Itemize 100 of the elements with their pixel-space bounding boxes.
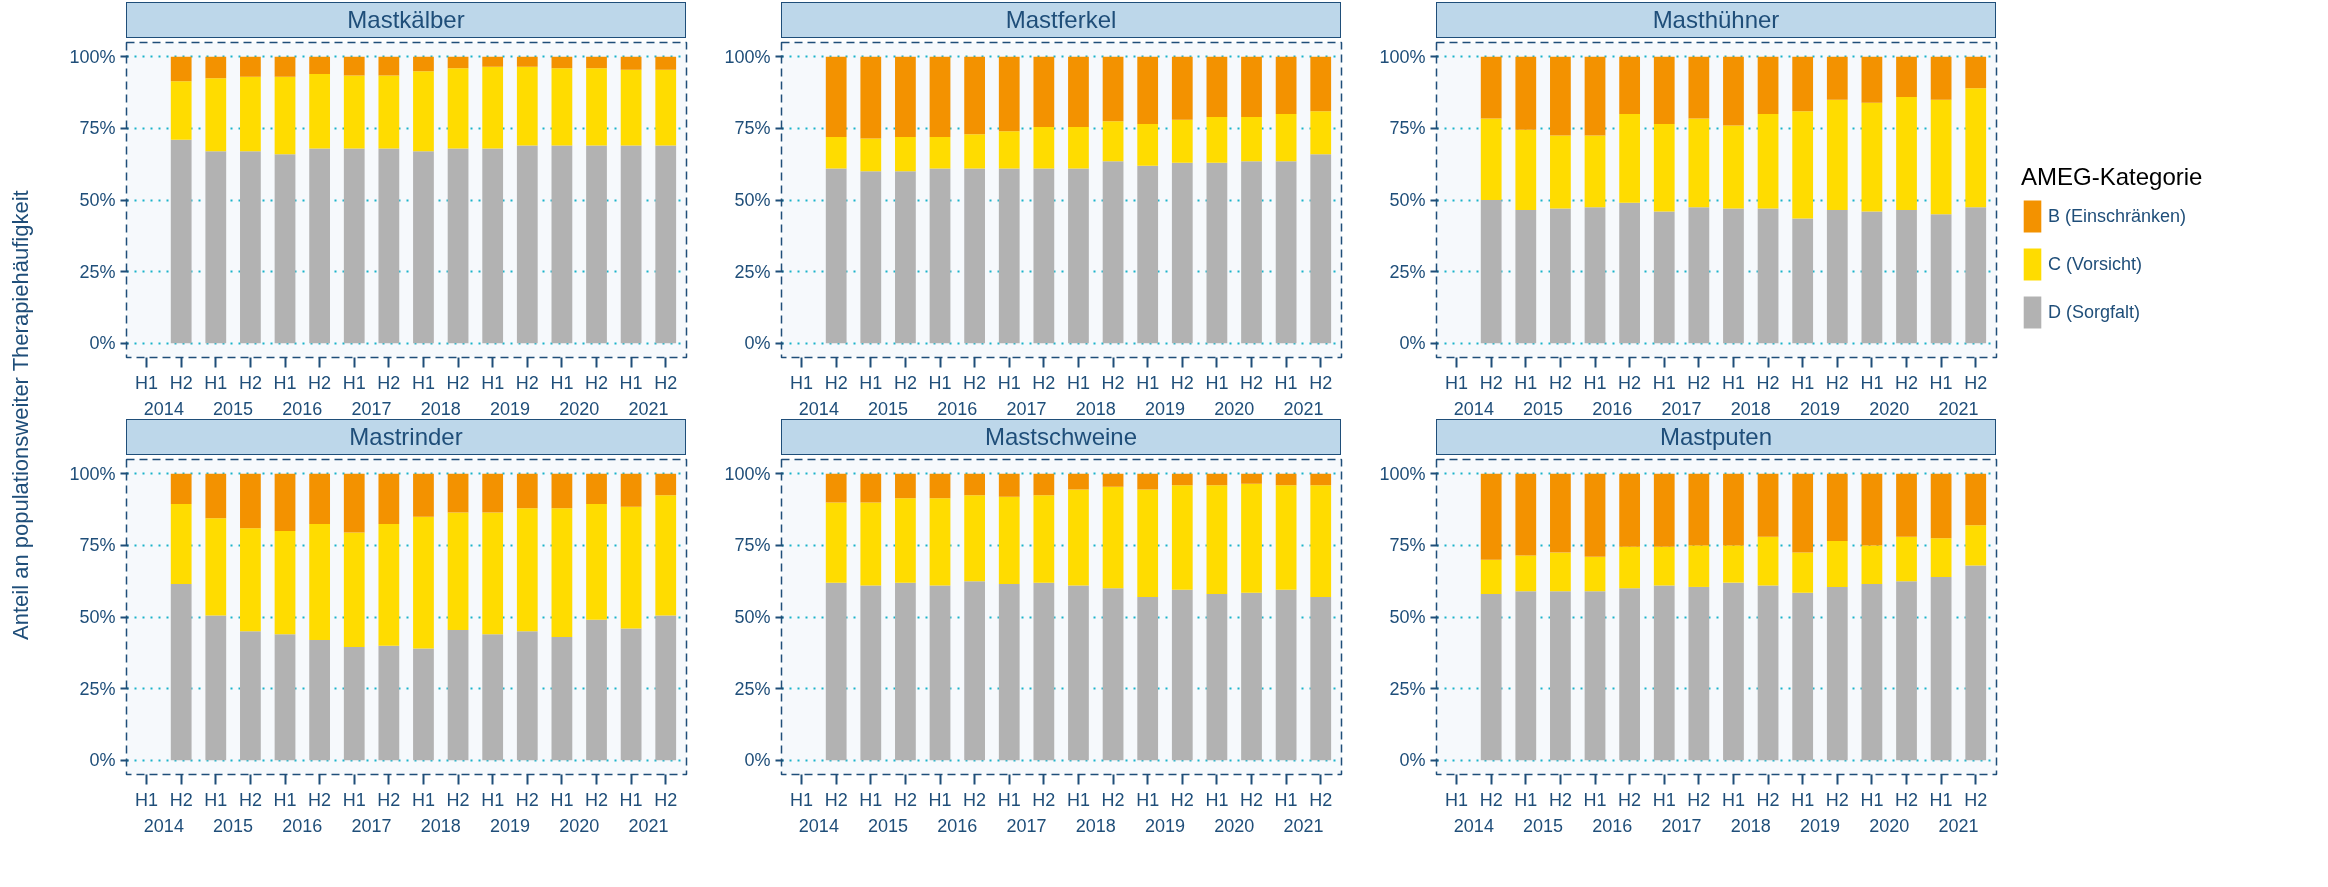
bar	[1102, 121, 1124, 162]
bar	[1515, 56, 1537, 130]
y-tick-label: 25%	[734, 261, 771, 282]
x-tick-label: H1	[481, 372, 505, 393]
bar	[620, 56, 642, 70]
bar	[1792, 473, 1814, 553]
bar	[895, 582, 916, 761]
bar	[1896, 96, 1917, 211]
bar	[1792, 552, 1814, 593]
text: 2021	[1938, 815, 1979, 836]
bar	[413, 151, 434, 344]
bar	[1137, 124, 1159, 166]
bar	[586, 145, 607, 344]
x-tick-label: H2	[515, 372, 539, 393]
chart-title: Mastschweine	[984, 422, 1138, 452]
text: 2016	[1592, 815, 1633, 836]
bar	[413, 71, 434, 152]
text: 2014	[798, 398, 839, 419]
bar	[447, 56, 469, 69]
bar	[1102, 486, 1124, 589]
x-tick-label: H1	[859, 372, 883, 393]
bar	[998, 496, 1020, 585]
bar	[1653, 56, 1675, 125]
x-tick-label: H1	[619, 789, 643, 810]
bar	[1688, 56, 1710, 119]
x-tick-label: H1	[1860, 372, 1884, 393]
bar	[170, 584, 192, 761]
bar	[1068, 56, 1089, 127]
bar	[413, 648, 434, 761]
x-tick-label: H2	[1170, 789, 1194, 810]
bar	[447, 629, 469, 761]
bar	[378, 148, 400, 344]
bar	[1137, 596, 1159, 761]
bar	[205, 473, 227, 519]
bar	[1033, 168, 1055, 344]
bar	[1688, 586, 1710, 761]
x-tick-label: H2	[963, 372, 987, 393]
x-tick-label: H1	[1445, 372, 1469, 393]
x-tick-label: H2	[1756, 372, 1780, 393]
bar	[1275, 589, 1297, 761]
bar	[1584, 135, 1606, 208]
bar	[825, 502, 847, 583]
bar	[1171, 119, 1193, 163]
bar	[860, 585, 882, 761]
bar	[1206, 162, 1228, 344]
bar	[482, 148, 504, 344]
bar	[1033, 56, 1055, 127]
text: 2015	[1523, 815, 1564, 836]
bar	[1068, 126, 1089, 169]
bar	[1619, 588, 1641, 761]
bar	[447, 512, 469, 630]
x-tick-label: H1	[342, 372, 366, 393]
bar	[309, 148, 331, 344]
x-tick-label: H2	[377, 789, 401, 810]
bar	[1792, 218, 1814, 344]
bar	[1137, 473, 1159, 490]
bar	[964, 495, 986, 582]
bar	[1584, 207, 1606, 344]
bar	[1723, 125, 1744, 209]
bar	[516, 66, 538, 146]
bar	[860, 138, 882, 172]
x-tick-label: H1	[1860, 789, 1884, 810]
x-tick-label: H2	[1548, 789, 1572, 810]
bar	[447, 473, 469, 513]
bar	[998, 473, 1020, 497]
y-tick-label: 75%	[1389, 535, 1426, 556]
bar	[551, 508, 573, 638]
x-tick-label: H2	[377, 372, 401, 393]
y-tick-label: 50%	[79, 190, 116, 210]
bar	[1619, 202, 1641, 344]
legend-label: B (Einschränken)	[2048, 205, 2187, 227]
bar	[860, 56, 882, 139]
y-tick-label: 100%	[724, 463, 771, 484]
text: 2017	[1006, 398, 1047, 419]
x-tick-label: H2	[1618, 372, 1642, 393]
x-tick-label: H1	[928, 372, 952, 393]
bar	[1171, 473, 1193, 486]
bar	[1792, 111, 1814, 219]
bar	[1480, 473, 1502, 560]
x-tick-label: H2	[893, 372, 917, 393]
bar	[1930, 538, 1952, 577]
bar	[1688, 473, 1710, 546]
bar	[551, 473, 573, 509]
bar	[895, 498, 916, 583]
bar	[1757, 585, 1779, 761]
x-tick-label: H2	[238, 372, 262, 393]
x-tick-label: H1	[1205, 789, 1229, 810]
x-tick-label: H2	[238, 789, 262, 810]
bar	[964, 473, 986, 496]
bar	[1515, 591, 1537, 761]
bar	[170, 503, 192, 585]
bar	[1826, 541, 1848, 587]
bar	[1068, 489, 1089, 586]
text: 2019	[489, 815, 531, 836]
y-tick-label: 100%	[1379, 463, 1426, 484]
bar	[1515, 555, 1537, 592]
bar	[1241, 161, 1262, 344]
bar	[1965, 473, 1987, 526]
bar	[551, 68, 573, 146]
bar	[1653, 124, 1675, 212]
